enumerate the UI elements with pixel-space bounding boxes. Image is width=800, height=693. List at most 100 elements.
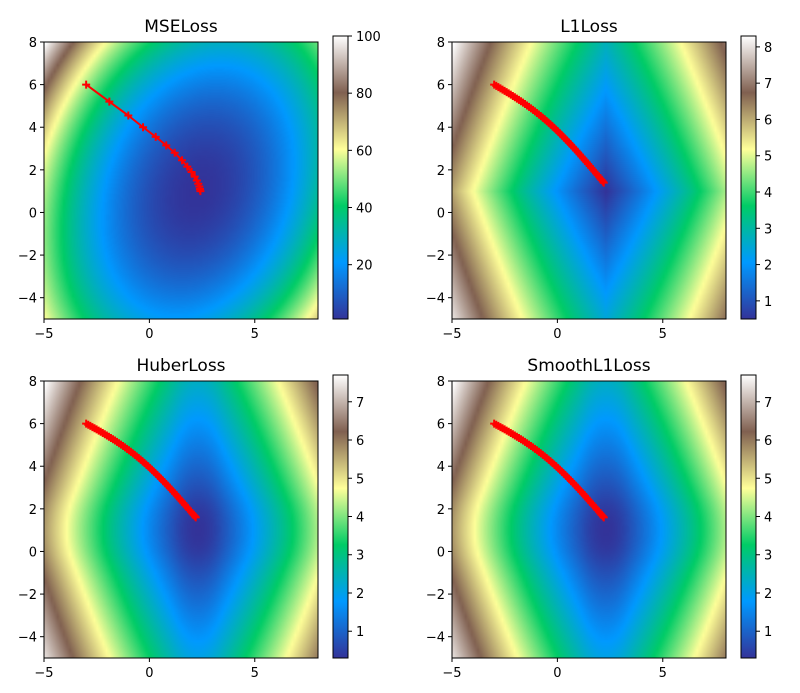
axes-frame xyxy=(43,41,319,320)
x-tick-label: 5 xyxy=(659,327,667,342)
subplot-huberloss: −5 0 5 −4 −2 0 2 4 6 8 HuberLoss 1 2 3 4 5 6 7 xyxy=(18,356,364,681)
colorbar-tick-label: 4 xyxy=(764,511,772,526)
x-tick-label: 0 xyxy=(553,327,561,342)
axes-frame xyxy=(451,41,727,320)
heatmap-surface xyxy=(452,381,726,658)
colorbar-tick-label: 4 xyxy=(764,186,772,201)
y-tick-label: 0 xyxy=(437,545,445,560)
colorbar-tick-label: 1 xyxy=(764,625,772,640)
y-tick-label: 8 xyxy=(29,36,37,51)
colorbar-tick-label: 80 xyxy=(356,87,373,102)
y-tick-label: 0 xyxy=(437,206,445,221)
colorbar-tick-label: 2 xyxy=(764,259,772,274)
colorbar: 1 2 3 4 5 6 7 8 xyxy=(740,35,772,320)
colorbar-tick-label: 2 xyxy=(764,587,772,602)
axes-frame xyxy=(451,380,727,659)
y-tick-label: −2 xyxy=(426,249,445,264)
y-tick-label: −2 xyxy=(18,249,37,264)
colorbar-scale xyxy=(332,374,349,659)
trajectory-point xyxy=(105,97,114,106)
y-tick-label: 6 xyxy=(29,418,37,433)
trajectory xyxy=(490,419,608,522)
colorbar-tick-label: 7 xyxy=(764,396,772,411)
y-tick-label: 0 xyxy=(29,545,37,560)
trajectory-point xyxy=(599,178,608,187)
y-tick-label: 4 xyxy=(437,460,445,475)
colorbar-tick-label: 2 xyxy=(356,587,364,602)
trajectory-point xyxy=(151,132,160,141)
colorbar: 1 2 3 4 5 6 7 xyxy=(740,374,772,659)
subplot-l1loss: −5 0 5 −4 −2 0 2 4 6 8 L1Loss 1 2 3 4 5 6 7 8 xyxy=(426,17,772,342)
x-tick-label: −5 xyxy=(34,666,53,681)
x-tick-label: −5 xyxy=(34,327,53,342)
colorbar-tick-label: 5 xyxy=(764,150,772,165)
colorbar-tick-label: 7 xyxy=(764,77,772,92)
colorbar-tick-label: 100 xyxy=(356,30,381,45)
trajectory-point xyxy=(124,111,133,120)
y-tick-label: 8 xyxy=(29,375,37,390)
x-tick-label: −5 xyxy=(442,327,461,342)
subplot-title: SmoothL1Loss xyxy=(527,356,650,376)
y-tick-label: 2 xyxy=(437,503,445,518)
y-tick-label: 4 xyxy=(437,121,445,136)
y-tick-label: 8 xyxy=(437,375,445,390)
colorbar-tick-label: 3 xyxy=(356,549,364,564)
x-tick-label: −5 xyxy=(442,666,461,681)
colorbar-tick-label: 5 xyxy=(356,472,364,487)
y-tick-label: 4 xyxy=(29,460,37,475)
y-tick-label: 8 xyxy=(437,36,445,51)
trajectory-point xyxy=(183,162,192,171)
colorbar-scale xyxy=(740,374,757,659)
y-tick-label: 4 xyxy=(29,121,37,136)
trajectory-point xyxy=(196,187,205,196)
colorbar-tick-label: 6 xyxy=(764,434,772,449)
colorbar: 1 2 3 4 5 6 7 xyxy=(332,374,364,659)
colorbar: 20 40 60 80 100 xyxy=(332,30,381,320)
colorbar-tick-label: 4 xyxy=(356,511,364,526)
heatmap-surface xyxy=(44,42,318,319)
y-tick-label: 0 xyxy=(29,206,37,221)
colorbar-tick-label: 3 xyxy=(764,549,772,564)
y-tick-label: 2 xyxy=(29,164,37,179)
trajectory xyxy=(82,80,205,196)
colorbar-tick-label: 3 xyxy=(764,222,772,237)
colorbar-scale xyxy=(332,35,349,320)
x-tick-label: 0 xyxy=(145,666,153,681)
y-tick-label: 6 xyxy=(437,418,445,433)
colorbar-tick-label: 7 xyxy=(356,396,364,411)
colorbar-tick-label: 5 xyxy=(764,472,772,487)
x-tick-label: 0 xyxy=(553,666,561,681)
trajectory-point xyxy=(178,156,187,165)
trajectory-point xyxy=(191,513,200,522)
axes-frame xyxy=(43,380,319,659)
colorbar-tick-label: 8 xyxy=(764,41,772,56)
trajectory-point xyxy=(139,123,148,132)
y-tick-label: 2 xyxy=(437,164,445,179)
y-tick-label: −4 xyxy=(426,631,445,646)
trajectory-point xyxy=(82,80,91,89)
subplot-title: L1Loss xyxy=(560,17,618,37)
subplot-mseloss: −5 0 5 −4 −2 0 2 4 6 8 MSELoss 20 40 60 80 100 xyxy=(18,17,381,342)
colorbar-tick-label: 60 xyxy=(356,144,373,159)
y-tick-label: −4 xyxy=(18,631,37,646)
y-tick-label: −4 xyxy=(426,292,445,307)
colorbar-tick-label: 1 xyxy=(356,625,364,640)
x-tick-label: 5 xyxy=(251,327,259,342)
colorbar-tick-label: 1 xyxy=(764,295,772,310)
subplot-smoothl1loss: −5 0 5 −4 −2 0 2 4 6 8 SmoothL1Loss 1 2 3 4 5 6 7 xyxy=(426,356,772,681)
y-tick-label: 2 xyxy=(29,503,37,518)
y-tick-label: −2 xyxy=(426,588,445,603)
heatmap-surface xyxy=(44,381,318,658)
colorbar-scale xyxy=(740,35,757,320)
trajectory-point xyxy=(187,167,196,176)
colorbar-tick-label: 6 xyxy=(356,434,364,449)
y-tick-label: −4 xyxy=(18,292,37,307)
heatmap-surface xyxy=(452,42,726,319)
trajectory-point xyxy=(599,513,608,522)
x-tick-label: 5 xyxy=(251,666,259,681)
subplot-title: MSELoss xyxy=(144,17,218,37)
colorbar-tick-label: 6 xyxy=(764,113,772,128)
colorbar-tick-label: 20 xyxy=(356,259,373,274)
trajectory xyxy=(490,80,608,187)
